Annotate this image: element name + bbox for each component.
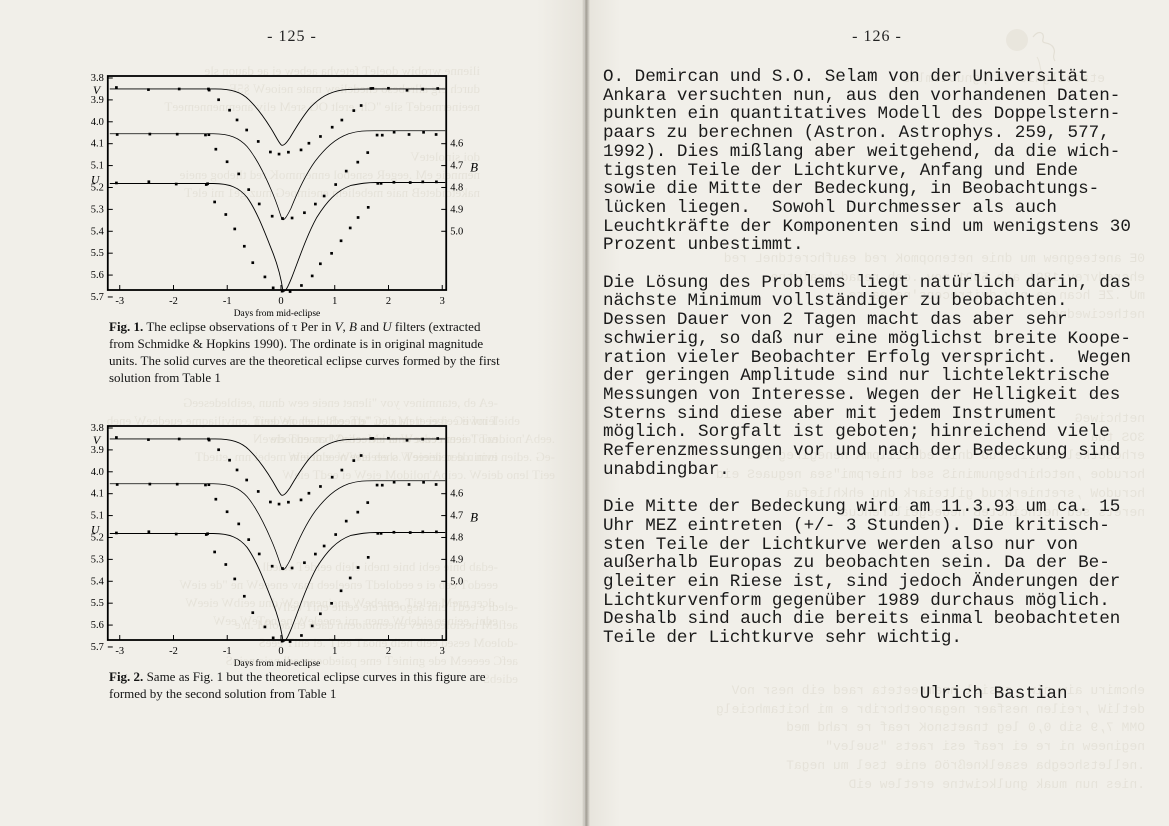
- svg-text:4.7: 4.7: [450, 511, 463, 522]
- svg-text:-2: -2: [169, 296, 178, 307]
- svg-text:-3: -3: [115, 646, 124, 657]
- svg-text:0: 0: [278, 296, 283, 307]
- svg-text:1: 1: [332, 296, 337, 307]
- svg-text:4.1: 4.1: [91, 489, 104, 500]
- svg-text:5.6: 5.6: [91, 270, 104, 281]
- svg-text:5.4: 5.4: [91, 576, 105, 587]
- svg-text:U: U: [91, 173, 101, 187]
- svg-text:4.0: 4.0: [91, 117, 104, 128]
- svg-text:0: 0: [278, 646, 283, 657]
- svg-text:-1: -1: [223, 296, 232, 307]
- svg-text:-1: -1: [223, 646, 232, 657]
- svg-text:4.8: 4.8: [450, 182, 463, 193]
- svg-text:4.6: 4.6: [450, 139, 463, 150]
- svg-text:5.7: 5.7: [91, 642, 104, 653]
- svg-text:5.0: 5.0: [450, 576, 463, 587]
- svg-text:4.0: 4.0: [91, 467, 104, 478]
- svg-text:3: 3: [440, 296, 445, 307]
- svg-text:5.5: 5.5: [91, 248, 104, 259]
- svg-text:1: 1: [332, 646, 337, 657]
- svg-text:5.6: 5.6: [91, 620, 104, 631]
- svg-text:5.7: 5.7: [91, 292, 104, 303]
- svg-text:-2: -2: [169, 646, 178, 657]
- svg-text:4.7: 4.7: [450, 161, 463, 172]
- svg-text:3: 3: [440, 646, 445, 657]
- svg-text:4.9: 4.9: [450, 204, 463, 215]
- svg-text:5.3: 5.3: [91, 204, 104, 215]
- svg-text:4.6: 4.6: [450, 489, 463, 500]
- svg-text:5.1: 5.1: [91, 511, 104, 522]
- svg-text:5.4: 5.4: [91, 226, 105, 237]
- svg-text:4.8: 4.8: [450, 532, 463, 543]
- svg-text:B: B: [470, 510, 478, 525]
- svg-text:2: 2: [386, 646, 391, 657]
- svg-text:-3: -3: [115, 296, 124, 307]
- svg-text:5.3: 5.3: [91, 554, 104, 565]
- svg-text:5.1: 5.1: [91, 161, 104, 172]
- svg-text:2: 2: [386, 296, 391, 307]
- svg-text:B: B: [470, 160, 478, 175]
- svg-text:5.0: 5.0: [450, 226, 463, 237]
- svg-text:5.5: 5.5: [91, 598, 104, 609]
- svg-text:4.9: 4.9: [450, 554, 463, 565]
- svg-text:4.1: 4.1: [91, 139, 104, 150]
- svg-text:U: U: [91, 523, 101, 537]
